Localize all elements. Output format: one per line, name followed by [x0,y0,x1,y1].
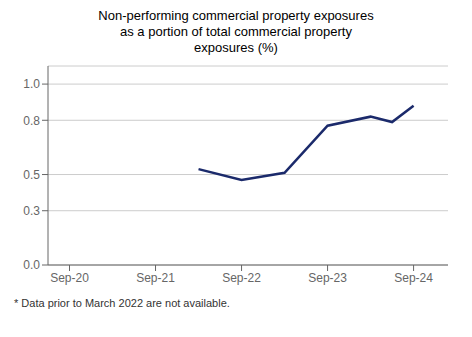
html-text:Non-performing commercial prop: Non-performing commercial property expos… [98,8,374,23]
svg-text:0.8: 0.8 [23,114,40,128]
svg-text:Sep-20: Sep-20 [50,271,89,285]
html-text:exposures (%): exposures (%) [194,40,278,55]
svg-text:1.0: 1.0 [23,77,40,91]
svg-text:Sep-23: Sep-23 [308,271,347,285]
svg-text:0.3: 0.3 [23,204,40,218]
html-text:* Data prior to March 2022 are: * Data prior to March 2022 are not avail… [14,297,230,309]
svg-text:0.5: 0.5 [23,168,40,182]
html-text:as a portion of total commerci: as a portion of total commercial propert… [120,24,352,39]
svg-text:0.0: 0.0 [23,258,40,272]
svg-text:Sep-22: Sep-22 [222,271,261,285]
svg-text:Sep-21: Sep-21 [136,271,175,285]
svg-text:Sep-24: Sep-24 [394,271,433,285]
